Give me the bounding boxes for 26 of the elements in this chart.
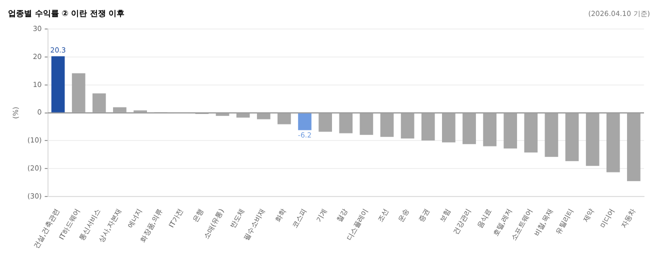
bar (339, 113, 353, 134)
bar (524, 113, 538, 152)
bar (113, 107, 126, 112)
bar (256, 113, 270, 120)
bar (216, 113, 230, 116)
bar (380, 113, 394, 137)
bar (236, 113, 250, 118)
bar (72, 73, 86, 112)
bar (318, 113, 332, 132)
bar (421, 113, 435, 140)
bar (51, 56, 65, 112)
bar (586, 113, 600, 166)
bar (627, 113, 640, 182)
bar (462, 113, 476, 144)
chart-title: 업종별 수익률 ② 이란 전쟁 이후 (8, 8, 125, 19)
bar (565, 113, 579, 162)
bar (400, 113, 414, 139)
bar (504, 113, 518, 149)
bar (298, 113, 312, 130)
bar (483, 113, 496, 146)
bar (544, 113, 558, 157)
bar (92, 93, 106, 112)
bar (442, 113, 456, 142)
bar (606, 113, 620, 172)
bar (360, 113, 374, 135)
bar (278, 113, 291, 124)
